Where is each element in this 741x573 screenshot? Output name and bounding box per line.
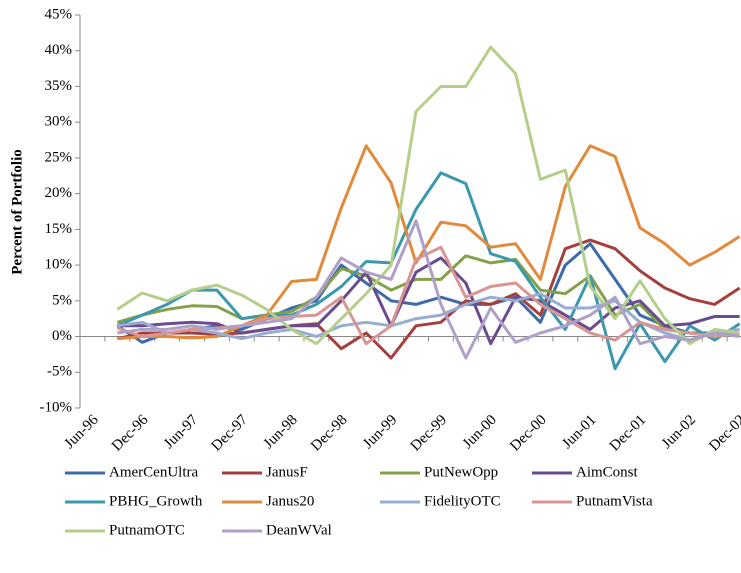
x-tick-label: Dec-00 bbox=[507, 412, 550, 455]
series-line bbox=[116, 171, 741, 371]
x-tick-label: Jun-97 bbox=[161, 412, 202, 453]
y-tick-label: 30% bbox=[45, 114, 73, 130]
y-tick-label: 0% bbox=[52, 328, 72, 344]
legend-label: Janus20 bbox=[266, 493, 314, 509]
legend-label: PutnamVista bbox=[576, 493, 653, 509]
legend-label: JanusF bbox=[266, 464, 308, 480]
series-line bbox=[117, 219, 740, 360]
legend-label: AimConst bbox=[576, 464, 639, 480]
y-tick-label: 40% bbox=[45, 42, 73, 58]
legend-label: FidelityOTC bbox=[424, 493, 501, 509]
x-tick-label: Jun-00 bbox=[460, 412, 500, 452]
x-tick-label: Jun-02 bbox=[659, 412, 699, 452]
y-tick-label: 10% bbox=[45, 257, 73, 273]
series-line bbox=[117, 292, 740, 342]
y-tick-label: -10% bbox=[40, 399, 73, 415]
x-tick-label: Jun-98 bbox=[261, 412, 301, 452]
x-tick-label: Dec-01 bbox=[607, 412, 650, 455]
x-tick-label: Dec-97 bbox=[208, 412, 251, 455]
x-tick-label: Dec-99 bbox=[408, 412, 451, 455]
y-tick-label: 35% bbox=[45, 78, 73, 94]
legend-label: DeanWVal bbox=[266, 522, 332, 538]
y-tick-label: -5% bbox=[47, 364, 72, 380]
legend-label: AmerCenUltra bbox=[109, 464, 198, 480]
legend-label: PBHG_Growth bbox=[109, 493, 203, 509]
legend-label: PutnamOTC bbox=[109, 522, 185, 538]
legend-label: PutNewOpp bbox=[424, 464, 498, 480]
series-line bbox=[116, 45, 740, 346]
y-tick-label: 20% bbox=[45, 185, 73, 201]
series-line bbox=[116, 254, 740, 338]
x-tick-label: Jun-96 bbox=[62, 412, 103, 453]
x-tick-label: Jun-01 bbox=[559, 412, 599, 452]
x-tick-label: Dec-02 bbox=[706, 412, 741, 455]
x-tick-label: Dec-98 bbox=[308, 412, 351, 455]
y-tick-label: 5% bbox=[52, 292, 72, 308]
y-tick-label: 45% bbox=[45, 6, 73, 22]
y-tick-label: 15% bbox=[45, 221, 73, 237]
x-tick-label: Jun-99 bbox=[360, 412, 400, 452]
y-axis-label: Percent of Portfolio bbox=[9, 149, 25, 275]
y-tick-label: 25% bbox=[45, 149, 73, 165]
x-tick-label: Dec-96 bbox=[109, 412, 152, 455]
